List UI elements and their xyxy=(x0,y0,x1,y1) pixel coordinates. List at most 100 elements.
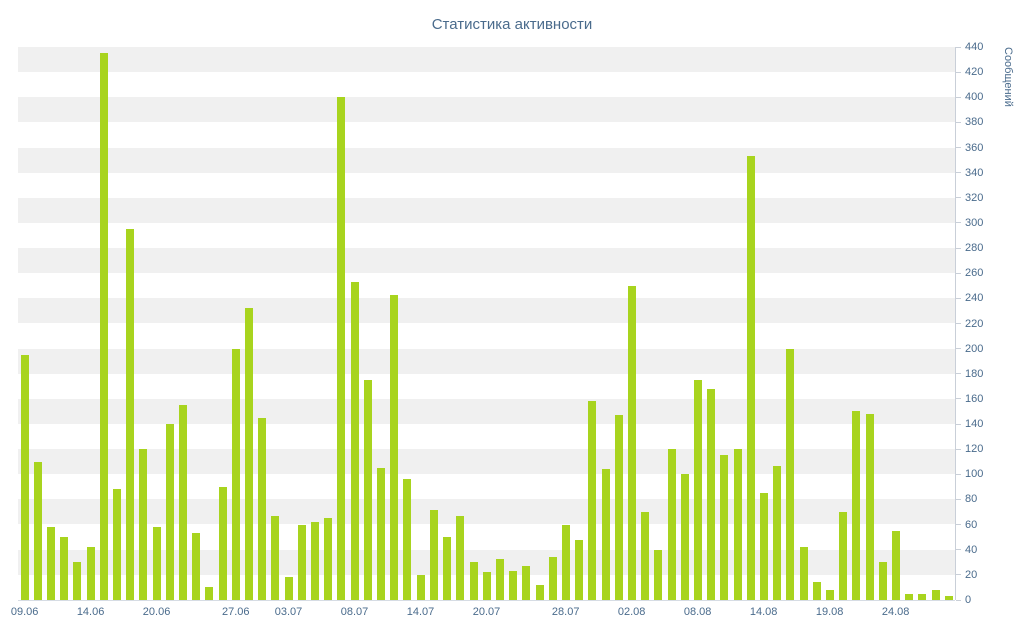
bar[interactable] xyxy=(773,465,782,600)
bar[interactable] xyxy=(271,515,280,600)
bar[interactable] xyxy=(47,527,55,600)
bar[interactable] xyxy=(614,415,623,600)
bar[interactable] xyxy=(878,562,887,600)
bar[interactable] xyxy=(139,449,148,600)
x-axis-labels: 09.06 14.06 20.06 27.06 03.07 08.07 14.07 20.07… xyxy=(11,600,955,622)
y-tick-label: 140 xyxy=(965,418,984,431)
bar[interactable] xyxy=(179,405,188,600)
bar[interactable] xyxy=(720,455,729,600)
bar[interactable] xyxy=(825,589,834,600)
bar[interactable] xyxy=(429,509,438,600)
bar[interactable] xyxy=(99,53,108,600)
bar-slot xyxy=(401,47,414,600)
bar-slot xyxy=(678,47,691,600)
bar[interactable] xyxy=(416,574,425,600)
bar[interactable] xyxy=(680,474,689,600)
bar[interactable] xyxy=(548,557,557,600)
bar[interactable] xyxy=(641,512,650,600)
bar[interactable] xyxy=(746,156,755,600)
bar[interactable] xyxy=(73,562,82,600)
bar-slot xyxy=(507,47,520,600)
bar[interactable] xyxy=(799,547,808,600)
bar[interactable] xyxy=(337,97,346,600)
bar-slot xyxy=(295,47,308,600)
y-tick-mark xyxy=(956,121,961,123)
plot-band xyxy=(18,248,955,274)
bar[interactable] xyxy=(33,461,42,600)
bar[interactable] xyxy=(865,414,874,600)
bar[interactable] xyxy=(918,593,927,600)
bar-slot xyxy=(414,47,427,600)
bar[interactable] xyxy=(284,577,293,600)
bar[interactable] xyxy=(390,294,399,600)
bar[interactable] xyxy=(218,486,227,600)
y-tick-label: 260 xyxy=(965,267,984,280)
bar[interactable] xyxy=(20,354,29,600)
bar[interactable] xyxy=(627,285,636,600)
bar-slot xyxy=(110,47,123,600)
bar[interactable] xyxy=(443,537,452,600)
bar-slot xyxy=(176,47,189,600)
bar[interactable] xyxy=(892,530,900,600)
bar[interactable] xyxy=(350,282,359,600)
bar[interactable] xyxy=(786,348,795,600)
x-axis-label: 14.07 xyxy=(406,606,435,618)
bar[interactable] xyxy=(245,308,254,600)
bar[interactable] xyxy=(324,518,333,600)
bar[interactable] xyxy=(759,493,768,600)
bar[interactable] xyxy=(905,593,914,600)
bar-slot xyxy=(744,47,757,600)
bar[interactable] xyxy=(944,596,953,600)
bar[interactable] xyxy=(654,549,663,600)
y-tick-mark xyxy=(956,247,961,249)
bar-slot xyxy=(718,47,731,600)
x-axis-label: 03.07 xyxy=(274,606,303,618)
plot-band xyxy=(18,97,955,123)
bar[interactable] xyxy=(126,229,135,600)
bar[interactable] xyxy=(205,587,214,600)
bar[interactable] xyxy=(60,537,69,600)
bar[interactable] xyxy=(839,512,848,600)
bar[interactable] xyxy=(152,527,161,600)
y-tick-mark xyxy=(956,549,961,551)
bar[interactable] xyxy=(693,380,702,600)
bar[interactable] xyxy=(535,584,544,600)
bar[interactable] xyxy=(575,539,584,600)
bar[interactable] xyxy=(509,571,518,600)
bar[interactable] xyxy=(931,589,940,600)
bar[interactable] xyxy=(733,449,742,600)
bar[interactable] xyxy=(561,524,570,600)
bar[interactable] xyxy=(522,566,531,600)
bar[interactable] xyxy=(667,449,676,600)
bar[interactable] xyxy=(363,380,372,600)
bar[interactable] xyxy=(165,424,174,600)
bar[interactable] xyxy=(588,401,597,600)
bar[interactable] xyxy=(192,533,201,600)
bar[interactable] xyxy=(377,468,386,600)
bar[interactable] xyxy=(601,469,610,600)
bar[interactable] xyxy=(311,522,320,600)
bar[interactable] xyxy=(852,411,861,600)
bar[interactable] xyxy=(469,562,478,600)
bar[interactable] xyxy=(231,348,240,600)
y-tick-mark xyxy=(956,473,961,475)
bar[interactable] xyxy=(812,582,821,600)
plot-band xyxy=(18,298,955,324)
bar-slot xyxy=(242,47,255,600)
bar-slot xyxy=(124,47,137,600)
y-tick-label: 180 xyxy=(965,367,984,380)
plot-bands xyxy=(18,47,955,600)
bar[interactable] xyxy=(707,388,716,600)
bar[interactable] xyxy=(403,479,412,600)
plot-band xyxy=(18,197,955,223)
bar[interactable] xyxy=(482,572,491,600)
bar[interactable] xyxy=(113,489,122,600)
bar[interactable] xyxy=(86,547,95,600)
bar[interactable] xyxy=(297,524,306,600)
bar[interactable] xyxy=(258,417,267,600)
bar[interactable] xyxy=(456,515,465,600)
bar-slot xyxy=(876,47,889,600)
x-axis-label: 02.08 xyxy=(617,606,646,618)
bar[interactable] xyxy=(495,558,504,600)
y-tick-mark xyxy=(956,373,961,375)
